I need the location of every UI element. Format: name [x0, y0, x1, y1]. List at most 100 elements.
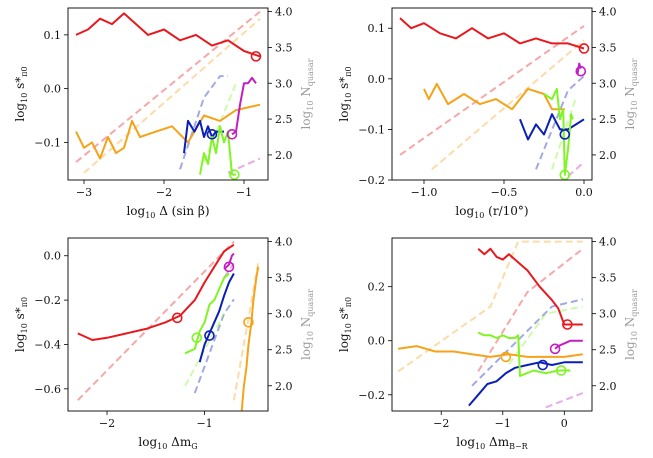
series-marker-green: [229, 169, 240, 180]
series-marker-red: [250, 51, 262, 62]
axes-frame: [67, 7, 269, 181]
plot-area: [397, 240, 584, 409]
count-line-blue: [535, 75, 585, 170]
y-tick-label: 0.1: [44, 29, 62, 42]
series-marker-orange: [243, 316, 254, 328]
x-tick-label: 0: [561, 417, 568, 430]
series-marker-magenta: [549, 343, 561, 355]
x-axis-label: log10 ΔmB−R: [456, 435, 528, 451]
y2-axis-label: log10 Nquasar: [299, 58, 315, 129]
y2-tick-label: 2.5: [599, 113, 617, 126]
y-axis-label: log10 s*π0: [337, 297, 353, 352]
y-tick-label: −0.2: [358, 174, 385, 187]
plot-area: [75, 10, 262, 180]
count-line-magenta: [545, 392, 584, 409]
axes-frame: [391, 7, 593, 181]
y2-axis-label: log10 Nquasar: [299, 289, 315, 360]
series-line-orange: [398, 345, 583, 358]
y2-axis-label: log10 Nquasar: [623, 58, 639, 129]
series-line-orange: [75, 103, 261, 160]
count-line-magenta: [567, 161, 585, 178]
series-marker-blue: [204, 330, 215, 341]
panel-top-right: −1.0 −0.5 0.0 −0.2 −0.1 0.0 0.1 2.0 2.5 3.0 3.5 4.0…: [337, 6, 639, 220]
series-marker-red: [578, 43, 590, 54]
x-tick-label: −1: [196, 417, 212, 430]
series-line-blue: [198, 273, 235, 363]
series-line-magenta: [554, 339, 583, 350]
series-line-green: [477, 331, 571, 377]
x-tick-label: −2: [156, 186, 172, 199]
series-line-blue: [468, 361, 583, 407]
count-line-red: [477, 248, 584, 372]
count-line-blue: [471, 298, 584, 387]
y-tick-label: 0.0: [44, 83, 62, 96]
series-marker-orange: [500, 351, 512, 363]
y-tick-label: 0.0: [368, 335, 386, 348]
y2-tick-label: 3.5: [275, 41, 293, 54]
series-marker-red: [171, 312, 183, 324]
x-tick-label: −3: [76, 186, 92, 199]
y-tick-label: −0.2: [358, 389, 385, 402]
plot-area: [77, 240, 260, 411]
series-marker-green: [191, 332, 203, 344]
y2-tick-label: 2.5: [275, 113, 293, 126]
y-tick-label: 0.2: [368, 281, 386, 294]
series-marker-magenta: [226, 129, 238, 140]
y-tick-label: 0.0: [44, 250, 62, 263]
x-axis-label: log10 ΔmG: [138, 435, 197, 451]
y2-tick-label: 3.5: [599, 272, 617, 285]
y-tick-label: −0.1: [34, 136, 61, 149]
y2-tick-label: 2.0: [599, 380, 617, 393]
x-tick-label: 0.0: [575, 186, 593, 199]
y2-tick-label: 4.0: [275, 236, 293, 249]
y2-tick-label: 2.0: [275, 149, 293, 162]
y-tick-label: −0.6: [34, 383, 61, 396]
y2-tick-label: 2.5: [275, 344, 293, 357]
y-tick-label: −0.2: [34, 294, 61, 307]
y-tick-label: 0.0: [368, 73, 386, 86]
series-line-green: [543, 87, 574, 176]
series-marker-green: [555, 365, 567, 376]
y2-tick-label: 3.5: [275, 272, 293, 285]
series-line-red: [75, 12, 261, 58]
panel-bottom-right: −2 −1 0 −0.2 0.0 0.2 2.0 2.5 3.0 3.5 4.0 log10 ΔmB−…: [337, 236, 639, 451]
y2-tick-label: 3.0: [599, 308, 617, 321]
count-line-blue: [179, 75, 228, 170]
y-tick-label: −0.4: [34, 338, 61, 351]
count-line-orange: [431, 39, 585, 171]
y2-tick-label: 4.0: [275, 6, 293, 19]
count-line-red: [399, 25, 585, 156]
y2-axis-label: log10 Nquasar: [623, 289, 639, 360]
series-line-orange: [240, 266, 260, 411]
series-line-orange: [423, 82, 565, 111]
series-line-red: [477, 247, 583, 326]
x-tick-label: −1: [495, 417, 511, 430]
series-line-red: [399, 17, 585, 50]
y2-tick-label: 3.0: [599, 77, 617, 90]
y-axis-label: log10 s*π0: [337, 66, 353, 121]
y-tick-label: −0.1: [358, 123, 385, 136]
series-marker-blue: [537, 359, 549, 371]
series-line-blue: [519, 113, 585, 141]
y2-tick-label: 4.0: [599, 6, 617, 19]
panel-bottom-left: −2 −1 −0.6 −0.4 −0.2 0.0 2.0 2.5 3.0 3.5 4.0 log10 …: [13, 236, 315, 451]
y2-tick-label: 2.0: [599, 149, 617, 162]
series-marker-red: [562, 319, 573, 330]
panel-top-left: −3 −2 −1 −0.1 0.0 0.1 2.0 2.5 3.0 3.5 4.0 log10 Δ (…: [13, 6, 315, 220]
count-line-orange: [232, 263, 260, 401]
y2-tick-label: 3.0: [275, 77, 293, 90]
series-marker-blue: [559, 129, 571, 140]
series-line-green: [199, 125, 236, 176]
count-line-blue: [193, 298, 235, 394]
series-marker-blue: [206, 129, 218, 140]
axes-frame: [391, 237, 593, 412]
count-line-green: [184, 313, 225, 387]
y-tick-label: 0.1: [368, 22, 386, 35]
y2-tick-label: 4.0: [599, 236, 617, 249]
y2-tick-label: 2.5: [599, 344, 617, 357]
series-marker-magenta: [223, 261, 235, 273]
x-tick-label: −1.0: [411, 186, 438, 199]
x-tick-label: −0.5: [491, 186, 518, 199]
y-axis-label: log10 s*π0: [13, 66, 29, 121]
